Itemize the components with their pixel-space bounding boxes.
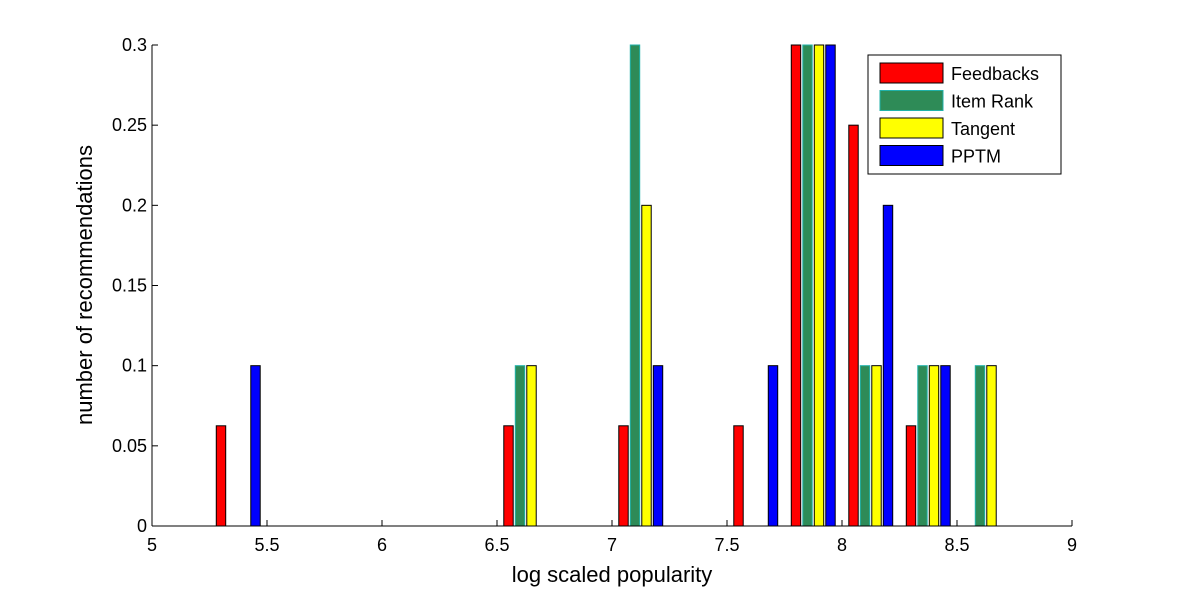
- legend-label: PPTM: [951, 147, 1001, 167]
- bar-feedbacks: [790, 44, 802, 527]
- bar-pptm: [825, 44, 836, 527]
- x-tick-label: 6: [377, 535, 387, 555]
- bar-item-rank: [629, 44, 641, 527]
- bar-pptm: [250, 365, 261, 527]
- bar-feedbacks: [618, 425, 629, 527]
- legend-label: Tangent: [951, 119, 1015, 139]
- x-tick-label: 8.5: [944, 535, 969, 555]
- bar-tangent: [526, 365, 537, 527]
- bar-feedbacks: [848, 124, 859, 527]
- bar-pptm: [652, 365, 664, 527]
- y-axis-label: number of recommendations: [72, 145, 97, 425]
- y-tick-label: 0.05: [112, 436, 147, 456]
- x-tick-label: 6.5: [484, 535, 509, 555]
- bar-feedbacks: [733, 425, 744, 527]
- legend-swatch: [879, 145, 944, 166]
- bar-item-rank: [917, 365, 928, 527]
- bar-feedbacks: [503, 425, 514, 527]
- bar-tangent: [641, 204, 652, 527]
- legend-label: Feedbacks: [951, 64, 1039, 84]
- legend-swatch: [879, 90, 944, 111]
- bar-item-rank: [859, 365, 871, 527]
- bar-tangent: [813, 44, 825, 527]
- x-tick-label: 5: [147, 535, 157, 555]
- y-tick-label: 0: [137, 516, 147, 536]
- bar-tangent: [928, 365, 940, 527]
- legend-label: Item Rank: [951, 92, 1034, 112]
- x-tick-label: 8: [837, 535, 847, 555]
- bar-item-rank: [802, 44, 813, 527]
- y-tick-label: 0.1: [122, 356, 147, 376]
- x-tick-label: 7: [607, 535, 617, 555]
- bar-tangent: [986, 365, 997, 527]
- bar-pptm: [882, 204, 894, 527]
- y-tick-label: 0.15: [112, 276, 147, 296]
- bar-feedbacks: [905, 425, 917, 527]
- y-tick-label: 0.2: [122, 195, 147, 215]
- x-tick-label: 9: [1067, 535, 1077, 555]
- legend-swatch: [879, 117, 944, 139]
- x-tick-label: 5.5: [254, 535, 279, 555]
- legend: Feedbacks Item Rank Tangent PPTM: [867, 54, 1062, 175]
- x-axis-label: log scaled popularity: [512, 562, 713, 587]
- bar-tangent: [871, 365, 882, 527]
- bar-pptm: [940, 365, 951, 527]
- bar-pptm: [767, 365, 779, 527]
- bar-feedbacks: [215, 425, 227, 527]
- axes-group: 5 5.5 6 6.5 7 7.5 8 8.5 9 0 0.05 0.1 0.15 0.2 0.25 0.3: [112, 35, 1077, 555]
- y-tick-label: 0.25: [112, 115, 147, 135]
- legend-swatch: [879, 62, 944, 84]
- x-tick-label: 7.5: [714, 535, 739, 555]
- bar-item-rank: [974, 365, 986, 527]
- y-tick-label: 0.3: [122, 35, 147, 55]
- bar-item-rank: [514, 365, 526, 527]
